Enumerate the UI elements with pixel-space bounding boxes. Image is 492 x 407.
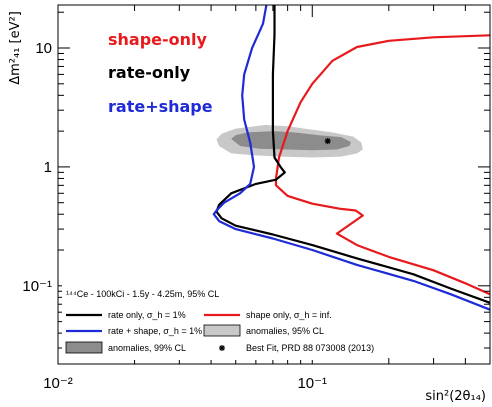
sensitivity-curves [212, 4, 491, 311]
legend-entry: anomalies, 95% CL [203, 324, 324, 337]
legend-entry: shape only, σ_h = inf. [204, 310, 332, 320]
plot-frame [57, 4, 491, 365]
rate+shape-curve [212, 4, 491, 311]
axis-ticks: 10⁻² 10⁻¹ 10⁻¹ 1 10 [22, 5, 491, 392]
legend-label: Best Fit, PRD 88 073008 (2013) [246, 343, 374, 353]
rate-only-label: rate-only [108, 63, 191, 82]
x-tick-label: 10⁻¹ [297, 375, 327, 392]
legend-header: ¹⁴⁴Ce - 100kCi - 1.5y - 4.25m, 95% CL [66, 289, 219, 299]
legend-entry: rate + shape, σ_h = 1% [66, 326, 202, 336]
legend-label: anomalies, 95% CL [246, 326, 324, 336]
x-axis-title: sin²(2θ₁₄) [425, 389, 486, 404]
legend-entries: rate only, σ_h = 1% shape only, σ_h = inf… [65, 310, 374, 354]
y-tick-label: 10 [35, 40, 52, 57]
y-tick-label: 1 [44, 159, 52, 176]
anomalies-99-region [231, 131, 351, 151]
legend-label: rate only, σ_h = 1% [108, 310, 186, 320]
x-tick-label: 10⁻² [43, 375, 73, 392]
legend-swatch-box [65, 341, 103, 354]
best-fit-layer [324, 138, 331, 145]
legend-entry: rate only, σ_h = 1% [66, 310, 186, 320]
anomaly-regions [216, 125, 363, 158]
legend-label: anomalies, 99% CL [108, 343, 186, 353]
legend-swatch-box [203, 324, 241, 337]
legend-label: shape only, σ_h = inf. [246, 310, 332, 320]
plot-frame-layer [57, 4, 491, 365]
shape-only-curve [274, 34, 491, 296]
legend-swatch-star [219, 345, 225, 351]
y-tick-label: 10⁻¹ [22, 278, 52, 295]
shape-only-label: shape-only [108, 30, 208, 49]
y-axis-title: Δm²₄₁ [eV²] [8, 11, 23, 85]
legend-entry: anomalies, 99% CL [65, 341, 186, 354]
legend-entry: Best Fit, PRD 88 073008 (2013) [219, 343, 374, 353]
rate-only-curve [215, 5, 491, 304]
best-fit-marker [324, 138, 331, 145]
rate-shape-label: rate+shape [108, 97, 213, 116]
legend: ¹⁴⁴Ce - 100kCi - 1.5y - 4.25m, 95% CL ra… [62, 283, 382, 360]
legend-label: rate + shape, σ_h = 1% [108, 326, 202, 336]
